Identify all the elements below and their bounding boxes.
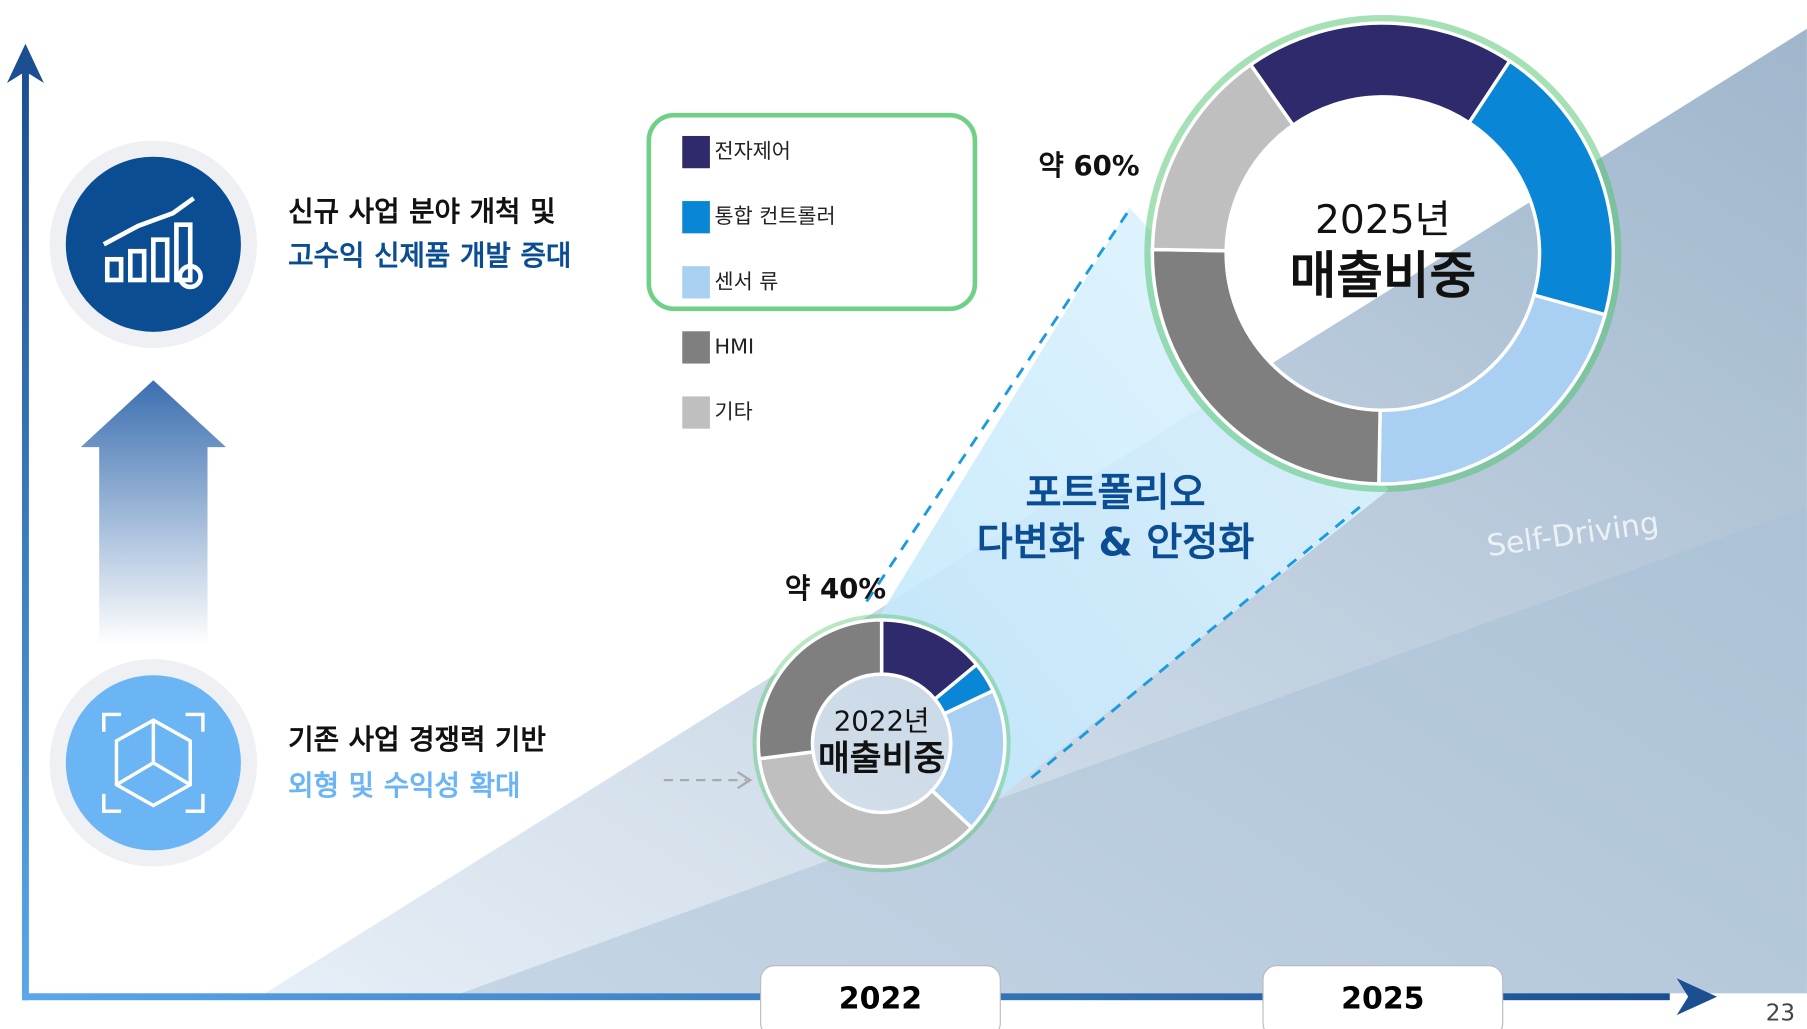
legend-swatch	[682, 331, 710, 363]
annotation: 약 40%	[785, 572, 886, 605]
item-text: 외형 및 수익성 확대	[288, 769, 520, 802]
item-text: 고수익 신제품 개발 증대	[288, 239, 571, 272]
item-text: 신규 사업 분야 개척 및	[288, 195, 555, 228]
up-arrow	[81, 380, 226, 645]
legend-swatch	[682, 266, 710, 298]
message: 다변화 & 안정화	[977, 521, 1255, 566]
legend-label: HMI	[715, 334, 755, 358]
legend-label: 통합 컨트롤러	[715, 204, 836, 228]
annotation: 약 60%	[1038, 149, 1139, 182]
year-label: 2022	[839, 982, 922, 1017]
legend-label: 전자제어	[715, 139, 791, 163]
item-text: 기존 사업 경쟁력 기반	[288, 723, 546, 756]
legend-swatch	[682, 201, 710, 233]
legend-swatch	[682, 136, 710, 168]
chart-subtitle: 매출비중	[1290, 246, 1477, 305]
slide: Self-Driving 2022 2025 23 신규 사업 분야 개척 및 …	[0, 0, 1807, 1029]
year-label: 2025	[1341, 982, 1424, 1017]
message: 포트폴리오	[1025, 471, 1205, 516]
page-number: 23	[1766, 1001, 1795, 1027]
legend-label: 기타	[715, 400, 753, 424]
page: {"slide":{"items":[{"line1":"신규 사업 분야 개척…	[0, 0, 1807, 1029]
donut-segment	[1152, 65, 1293, 251]
y-axis	[22, 69, 29, 1000]
legend-label: 센서 류	[715, 269, 779, 293]
chart-title: 2022년	[834, 704, 930, 737]
chart-title: 2025년	[1315, 198, 1451, 243]
legend-swatch	[682, 396, 710, 428]
chart-subtitle: 매출비중	[818, 739, 945, 779]
